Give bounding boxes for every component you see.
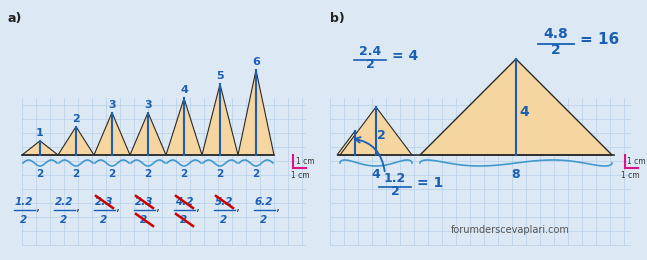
Text: 1.2: 1.2: [384, 172, 406, 185]
Text: 3: 3: [108, 100, 116, 109]
Text: 2: 2: [72, 169, 80, 179]
Text: 4: 4: [519, 105, 529, 119]
Text: 2: 2: [377, 129, 386, 142]
Text: 1 cm: 1 cm: [296, 157, 314, 166]
Text: 2: 2: [100, 215, 107, 225]
Text: 2: 2: [72, 114, 80, 124]
Polygon shape: [94, 113, 130, 155]
Text: 2: 2: [20, 215, 28, 225]
Text: 2: 2: [260, 215, 268, 225]
Text: 2: 2: [551, 43, 561, 57]
Text: ,: ,: [276, 202, 280, 214]
Text: 2: 2: [144, 169, 151, 179]
Text: 1 cm: 1 cm: [621, 171, 640, 179]
Text: 2: 2: [140, 215, 148, 225]
Text: 4: 4: [180, 85, 188, 95]
Polygon shape: [238, 70, 274, 155]
Polygon shape: [337, 131, 373, 155]
Text: a): a): [8, 12, 23, 25]
Text: ,: ,: [76, 202, 80, 214]
Text: 2: 2: [109, 169, 116, 179]
Text: ,: ,: [236, 202, 240, 214]
Text: 1 cm: 1 cm: [291, 171, 310, 179]
Text: ,: ,: [196, 202, 200, 214]
Text: 6: 6: [252, 57, 260, 67]
Text: forumderscevaplari.com: forumderscevaplari.com: [450, 225, 569, 235]
Text: 2: 2: [36, 169, 43, 179]
Text: ,: ,: [156, 202, 160, 214]
Text: 2: 2: [181, 169, 188, 179]
Polygon shape: [22, 141, 58, 155]
Polygon shape: [340, 107, 412, 155]
Text: 4.2: 4.2: [175, 197, 193, 207]
Text: ,: ,: [36, 202, 40, 214]
Text: 4: 4: [371, 167, 380, 180]
Text: 2: 2: [366, 58, 375, 71]
Text: ,: ,: [116, 202, 120, 214]
Text: 8: 8: [512, 167, 520, 180]
Polygon shape: [166, 98, 202, 155]
Text: = 16: = 16: [580, 32, 619, 47]
Text: 2: 2: [60, 215, 68, 225]
Text: = 4: = 4: [392, 49, 418, 63]
Text: 2.3: 2.3: [94, 197, 113, 207]
Text: 1.2: 1.2: [15, 197, 33, 207]
Polygon shape: [420, 59, 612, 155]
Text: 3: 3: [144, 100, 152, 109]
Text: 2: 2: [252, 169, 259, 179]
Text: 5: 5: [216, 71, 224, 81]
Text: 1: 1: [36, 128, 44, 138]
Text: 5.2: 5.2: [215, 197, 234, 207]
Polygon shape: [58, 127, 94, 155]
Text: 2.2: 2.2: [55, 197, 73, 207]
Text: 2: 2: [391, 185, 399, 198]
Polygon shape: [202, 84, 238, 155]
Text: 1 cm: 1 cm: [627, 157, 646, 166]
Text: 4.8: 4.8: [543, 27, 568, 41]
Text: 2: 2: [181, 215, 188, 225]
Text: = 1: = 1: [417, 176, 443, 190]
Text: b): b): [330, 12, 345, 25]
Text: 6.2: 6.2: [255, 197, 273, 207]
Text: 2: 2: [216, 169, 224, 179]
Polygon shape: [130, 113, 166, 155]
Text: 2.4: 2.4: [359, 45, 381, 58]
Text: 2: 2: [221, 215, 228, 225]
Text: 2.3: 2.3: [135, 197, 153, 207]
